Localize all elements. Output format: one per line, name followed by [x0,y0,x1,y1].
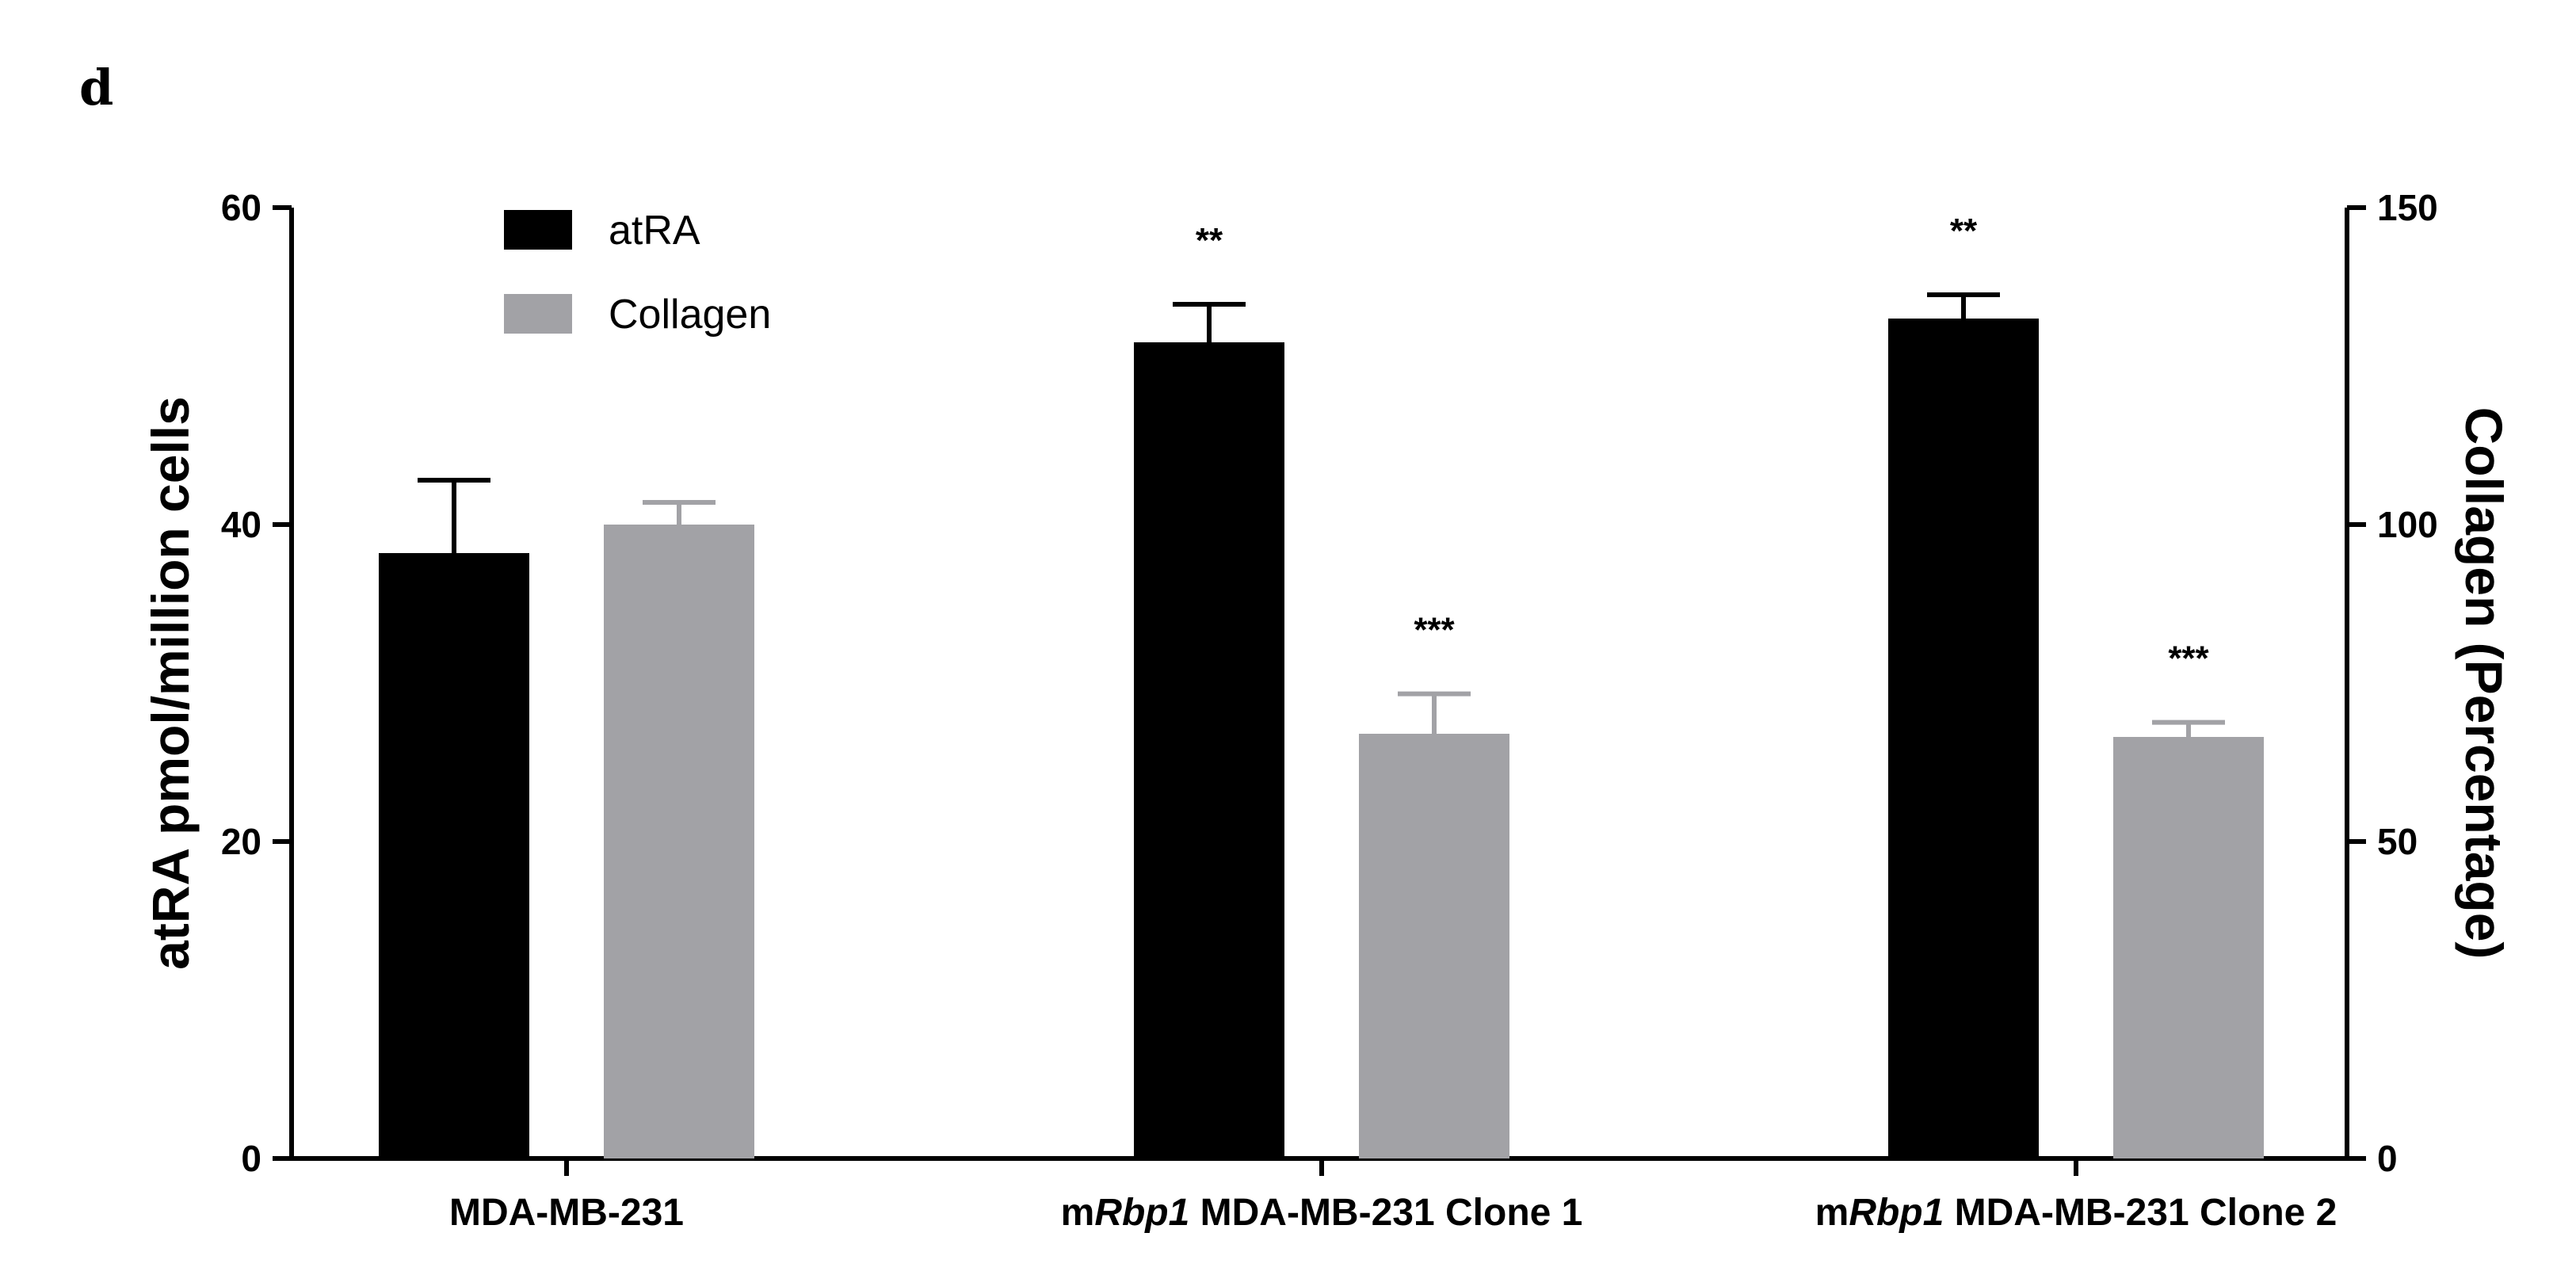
legend: atRA Collagen [504,208,771,338]
legend-swatch-atra [504,210,572,250]
labels: MDA-MB-231*****mRbp1 MDA-MB-231 Clone 1*… [449,212,2337,1234]
category-label: mRbp1 MDA-MB-231 Clone 1 [1061,1192,1583,1234]
left-tick-label: 0 [241,1138,261,1179]
right-tick-label: 150 [2377,187,2438,228]
significance-label: ** [1950,212,1978,250]
right-tick-label: 0 [2377,1138,2398,1179]
right-axis-title: Collagen (Percentage) [2455,407,2513,960]
bar-atra-0 [379,553,529,1158]
right-tick-label: 100 [2377,504,2438,545]
bar-collagen-1 [1359,734,1509,1158]
bar-collagen-2 [2113,737,2264,1158]
bars [379,292,2264,1158]
category-label: mRbp1 MDA-MB-231 Clone 2 [1815,1192,2337,1234]
left-tick-label: 60 [221,187,261,228]
left-axis-title: atRA pmol/million cells [141,396,200,970]
panel-label: d [79,59,113,116]
legend-label-atra: atRA [609,208,700,254]
left-tick-label: 40 [221,504,261,545]
significance-label: ** [1196,221,1223,260]
legend-label-collagen: Collagen [609,292,771,338]
right-tick-label: 50 [2377,821,2418,862]
significance-label: *** [2168,639,2209,678]
significance-label: *** [1414,611,1455,650]
category-label: MDA-MB-231 [449,1192,684,1234]
bar-atra-1 [1134,342,1284,1158]
left-tick-label: 20 [221,821,261,862]
legend-swatch-collagen [504,294,572,334]
bar-collagen-0 [604,525,754,1158]
bar-atra-2 [1888,319,2039,1158]
